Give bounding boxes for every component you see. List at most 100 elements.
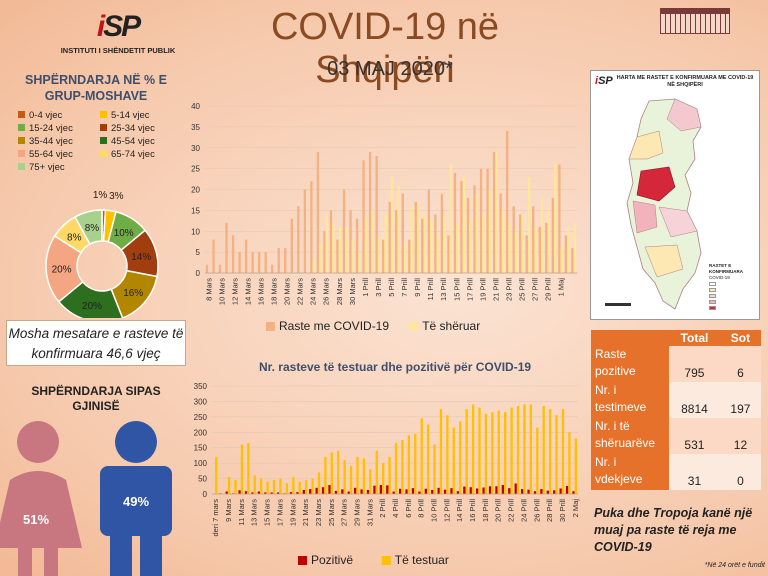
bar-b bbox=[279, 478, 282, 494]
bar-a bbox=[302, 489, 305, 494]
x-tick-label: 5 Prill bbox=[387, 278, 396, 297]
y-tick-label: 100 bbox=[194, 459, 208, 468]
bar-a bbox=[505, 131, 509, 273]
bar-a bbox=[456, 491, 460, 494]
stats-row-testime: Nr. i testimeve 8814 197 bbox=[591, 382, 761, 418]
bar-b bbox=[542, 406, 545, 494]
stats-header-empty bbox=[591, 330, 669, 346]
bar-a bbox=[488, 486, 492, 494]
x-tick-label: 18 Prill bbox=[481, 499, 490, 522]
bar-b bbox=[471, 404, 475, 494]
x-tick-label: 14 Prill bbox=[455, 499, 464, 522]
x-tick-label: 25 Mars bbox=[327, 499, 336, 526]
bar-b bbox=[554, 164, 557, 273]
x-tick-label: 27 Mars bbox=[340, 499, 349, 526]
map-legend-sub: COVID-19 bbox=[709, 275, 730, 280]
x-tick-label: 1 Maj bbox=[557, 278, 566, 297]
x-tick-label: 22 Prill bbox=[507, 499, 516, 522]
age-legend-label: 0-4 vjec bbox=[29, 110, 63, 121]
bar-b bbox=[561, 409, 565, 494]
bar-a bbox=[421, 218, 424, 273]
age-legend-swatch bbox=[100, 111, 107, 118]
age-legend-label: 5-14 vjec bbox=[111, 110, 150, 121]
stats-label: Nr. i të shëruarëve bbox=[591, 418, 669, 454]
bar-a bbox=[309, 489, 312, 494]
age-legend-swatch bbox=[18, 137, 25, 144]
bar-a bbox=[238, 252, 241, 273]
bar-a bbox=[303, 189, 307, 273]
bar-b bbox=[401, 440, 404, 494]
legend-swatch bbox=[381, 556, 391, 565]
map-title-text: HARTA ME RASTET E KONFIRMUARA ME COVID-1… bbox=[616, 75, 754, 88]
bar-a bbox=[401, 193, 404, 273]
x-tick-label: 16 Mars bbox=[256, 278, 265, 305]
bar-a bbox=[440, 193, 444, 273]
age-legend-item: 75+ vjec bbox=[18, 162, 100, 175]
bar-a bbox=[564, 235, 568, 273]
bar-a bbox=[408, 239, 411, 273]
x-tick-label: 2 Prill bbox=[378, 499, 387, 518]
bar-a bbox=[499, 193, 502, 273]
stats-total: 8814 bbox=[669, 382, 720, 418]
stats-total: 531 bbox=[669, 418, 720, 454]
bar-a bbox=[466, 197, 470, 273]
bar-a bbox=[453, 172, 457, 273]
x-tick-label: 17 Mars bbox=[275, 499, 284, 526]
bar-a bbox=[398, 488, 402, 494]
bar-b bbox=[443, 214, 446, 273]
bar-b bbox=[436, 235, 439, 273]
x-tick-label: 19 Prill bbox=[478, 278, 487, 301]
bar-a bbox=[347, 491, 350, 494]
y-tick-label: 0 bbox=[203, 490, 208, 499]
y-tick-label: 250 bbox=[194, 413, 208, 422]
bar-a bbox=[501, 485, 505, 494]
bar-b bbox=[514, 231, 518, 273]
bar-b bbox=[384, 214, 387, 273]
x-tick-label: 29 Mars bbox=[352, 499, 361, 526]
age-legend-item: 15-24 vjec bbox=[18, 123, 100, 136]
bar-a bbox=[386, 485, 389, 494]
bar-b bbox=[345, 227, 348, 273]
bar-b bbox=[567, 227, 570, 273]
age-legend-label: 15-24 vjec bbox=[29, 123, 73, 134]
x-tick-label: 31 Mars bbox=[365, 499, 374, 526]
ministry-building-icon bbox=[660, 8, 730, 34]
bar-b bbox=[330, 452, 333, 494]
bar-b bbox=[465, 409, 468, 494]
donut-label: 8% bbox=[67, 232, 82, 243]
bar-b bbox=[504, 412, 507, 494]
bar-b bbox=[388, 456, 391, 494]
bar-a bbox=[532, 206, 535, 273]
x-tick-label: 12 Mars bbox=[230, 278, 239, 305]
isp-mark: iSP bbox=[96, 10, 141, 43]
bar-a bbox=[355, 218, 359, 273]
bar-b bbox=[540, 197, 544, 273]
bar-a bbox=[424, 488, 427, 494]
donut-label: 14% bbox=[131, 252, 151, 263]
bar-b bbox=[285, 483, 289, 494]
bar-a bbox=[460, 181, 463, 273]
bar-a bbox=[297, 206, 300, 273]
x-tick-label: 25 Prill bbox=[518, 278, 527, 301]
x-tick-label: 12 Prill bbox=[442, 499, 451, 522]
bar-a bbox=[434, 214, 437, 273]
age-chart-title: SHPËRNDARJA NË % E GRUP-MOSHAVE bbox=[25, 73, 167, 103]
male-percent: 49% bbox=[123, 494, 149, 509]
albania-map: iSP HARTA ME RASTET E KONFIRMUARA ME COV… bbox=[590, 70, 760, 320]
bar-a bbox=[551, 197, 555, 273]
bar-a bbox=[525, 235, 528, 273]
stats-sot: 0 bbox=[719, 454, 761, 490]
bar-a bbox=[276, 492, 280, 494]
bar-b bbox=[312, 260, 315, 273]
x-tick-label: 8 Prill bbox=[417, 499, 426, 518]
bar-b bbox=[482, 214, 485, 273]
age-legend-label: 65-74 vjec bbox=[111, 149, 155, 160]
bar-a bbox=[323, 231, 326, 273]
x-tick-label: 7 Prill bbox=[400, 278, 409, 297]
bar-a bbox=[218, 264, 222, 273]
bar-a bbox=[538, 227, 541, 273]
legend-label: Raste me COVID-19 bbox=[279, 319, 389, 333]
stats-total: 795 bbox=[669, 346, 720, 382]
age-legend-label: 55-64 vjec bbox=[29, 149, 73, 160]
bar-a bbox=[375, 156, 378, 273]
